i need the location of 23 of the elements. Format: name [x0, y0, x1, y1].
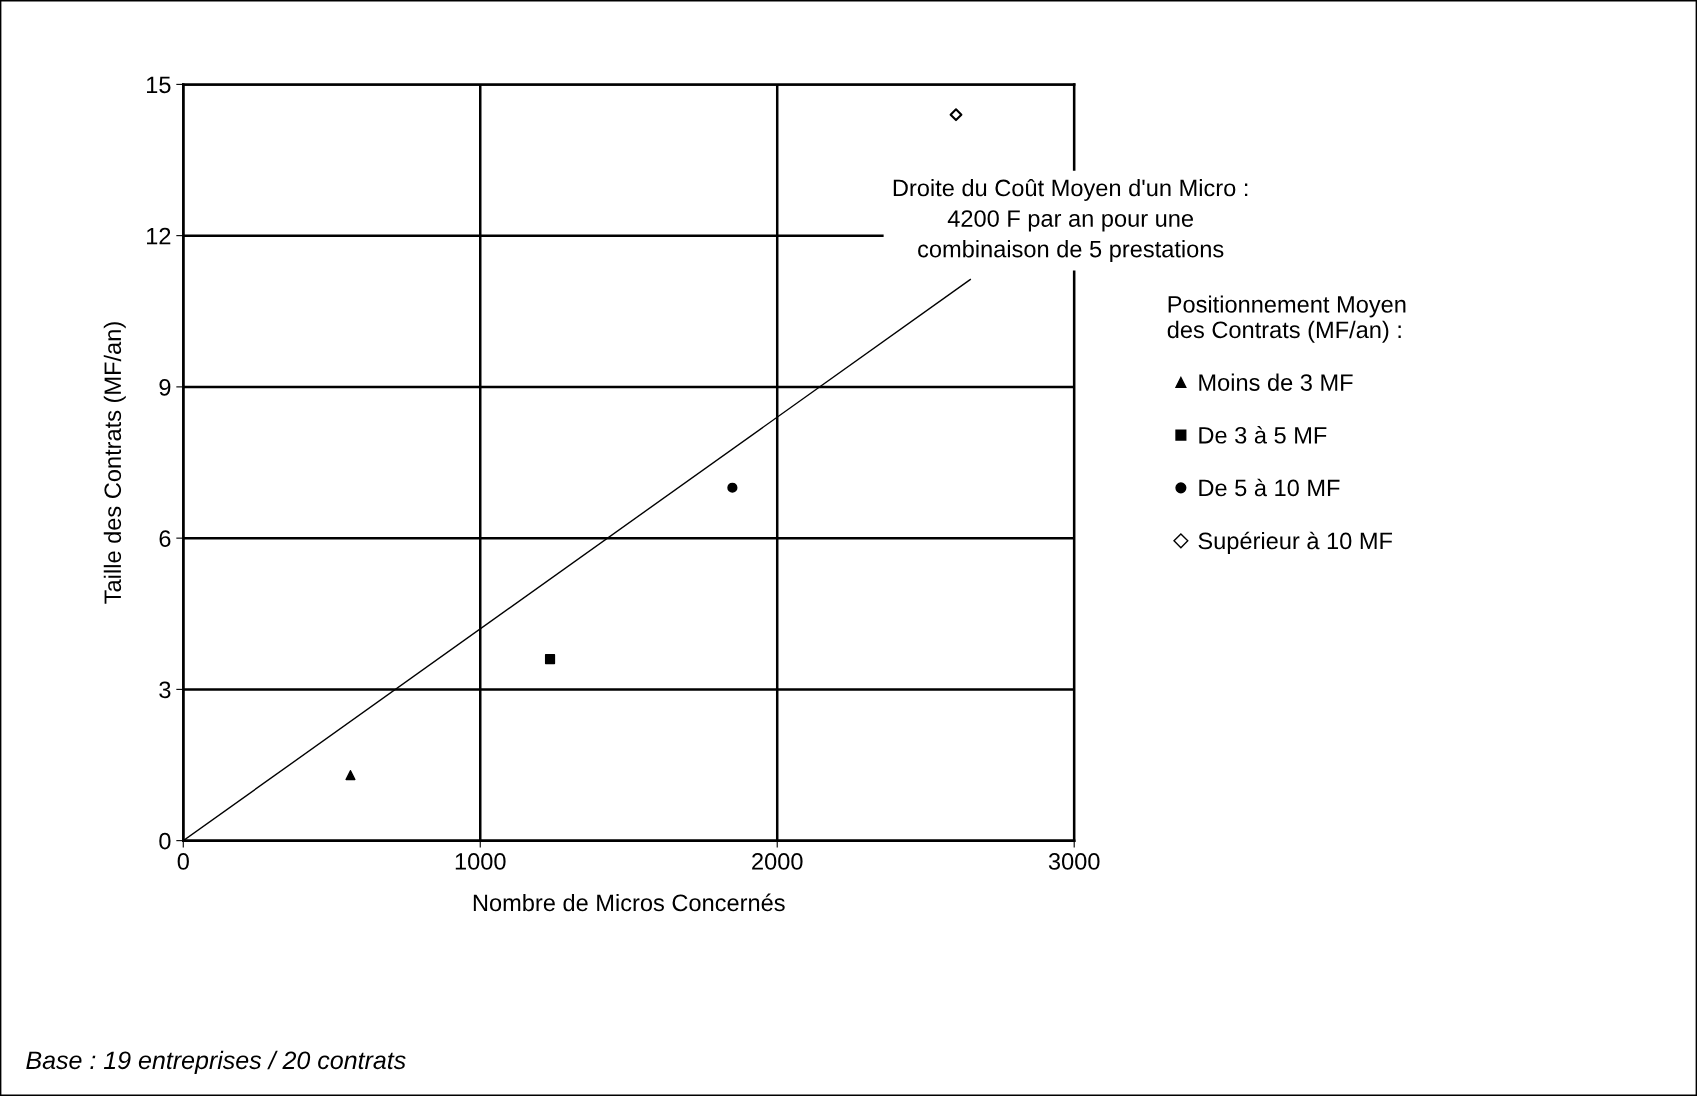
x-tick-label: 3000 [1048, 853, 1100, 870]
x-axis-title: Nombre de Micros Concernés [473, 893, 785, 912]
x-tick-label: 2000 [752, 853, 803, 870]
y-tick-label: 12 [147, 227, 171, 245]
point [345, 770, 356, 781]
y-tick-label: 3 [159, 681, 171, 699]
legend-label: De 5 à 10 MF [1199, 478, 1340, 497]
x-tick-label: 1000 [455, 853, 506, 870]
legend-label: Supérieur à 10 MF [1198, 531, 1393, 554]
text: Base : 19 entreprises / 20 contrats [26, 1050, 406, 1075]
point [949, 108, 963, 122]
point [544, 654, 556, 665]
y-tick-label: 15 [147, 76, 171, 94]
point [727, 482, 738, 493]
y-axis-title: Taille des Contrats (MF/an) [103, 322, 126, 604]
x-tick-label: 0 [177, 853, 189, 870]
legend-title: Positionnement Moyen des Contrats (MF/an) : [1167, 295, 1406, 343]
legend-label: Moins de 3 MF [1199, 373, 1353, 391]
annotation: Droite du Coût Moyen d'un Micro : 4200 F par an pour une combinaison de 5 prestations [893, 178, 1248, 263]
legend-label: De 3 à 5 MF [1199, 426, 1327, 444]
y-tick-label: 6 [159, 530, 171, 547]
y-tick-label: 9 [159, 378, 171, 396]
y-tick-label: 0 [159, 832, 171, 850]
